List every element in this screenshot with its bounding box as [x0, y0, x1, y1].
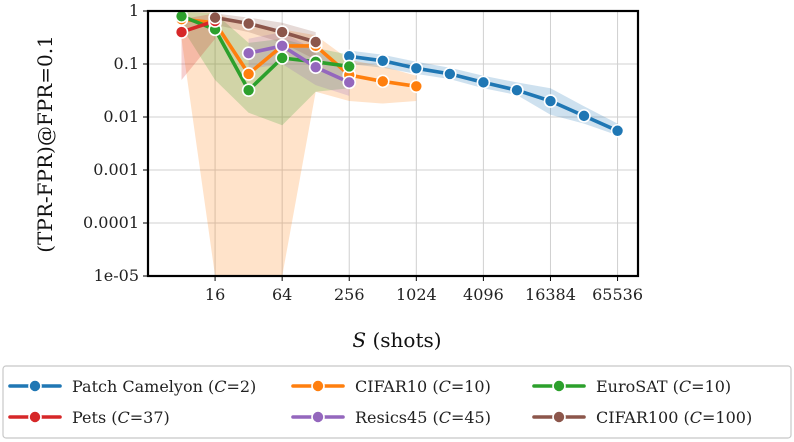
eurosat-point — [275, 51, 289, 65]
patch-camelyon-point — [543, 94, 558, 108]
x-tick-label: 65536 — [592, 285, 643, 304]
eurosat-band — [181, 11, 350, 126]
cifar10-point — [375, 74, 390, 89]
x-axis-ticks: 16 64 256 1024 4096 16384 65536 — [205, 276, 643, 304]
resics45-point — [308, 60, 323, 75]
y-tick-label: 0.1 — [114, 54, 139, 73]
patch-camelyon-point — [443, 67, 457, 81]
patch-camelyon-point — [375, 53, 390, 68]
x-tick-label: 16 — [205, 285, 225, 304]
plot-frame — [146, 9, 640, 278]
legend-label: Patch Camelyon (C=2) — [72, 377, 256, 396]
y-axis-label: (TPR-FPR)@FPR=0.1 — [33, 35, 57, 253]
cifar100-point — [208, 10, 222, 25]
legend-swatch-marker — [311, 379, 325, 393]
resics45-line — [246, 44, 352, 85]
legend-label: Pets (C=37) — [72, 408, 170, 427]
cifar100-point — [241, 16, 256, 31]
x-tick-label: 4096 — [463, 285, 504, 304]
y-tick-label: 0.0001 — [83, 213, 139, 232]
legend-label: CIFAR10 (C=10) — [355, 377, 491, 396]
x-tick-label: 256 — [334, 285, 365, 304]
cifar100-point — [275, 25, 289, 39]
eurosat-point — [241, 83, 256, 98]
x-axis-label-variable: S — [352, 328, 366, 352]
legend-label: CIFAR100 (C=100) — [596, 408, 752, 427]
legend-label: Resics45 (C=45) — [355, 408, 491, 427]
y-tick-label: 1e-05 — [94, 266, 139, 285]
legend-item-cifar100: CIFAR100 (C=100) — [532, 408, 752, 427]
legend-swatch-marker — [28, 379, 42, 393]
y-tick-label: 0.001 — [93, 160, 139, 179]
x-tick-label: 64 — [272, 285, 292, 304]
pets-point — [174, 25, 189, 39]
patch-camelyon-point — [577, 109, 591, 123]
legend: Patch Camelyon (C=2) CIFAR10 (C=10) EuroSA… — [2, 365, 792, 439]
cifar100-point — [308, 35, 323, 49]
legend-item-resics45: Resics45 (C=45) — [291, 408, 491, 427]
legend-item-pets: Pets (C=37) — [8, 408, 170, 427]
patch-camelyon-point — [409, 61, 424, 76]
cifar100-line — [213, 15, 318, 44]
eurosat-point — [342, 59, 357, 74]
x-tick-label: 16384 — [525, 285, 576, 304]
y-axis-ticks: 1e-05 0.0001 0.001 0.01 0.1 1 — [83, 1, 148, 285]
legend-swatch-marker — [552, 410, 566, 424]
legend-box — [2, 365, 792, 439]
y-tick-label: 1 — [129, 1, 139, 20]
resics45-point — [241, 46, 256, 60]
patch-camelyon-point — [510, 83, 524, 98]
cifar10-point — [241, 67, 256, 81]
patch-camelyon-point — [610, 123, 625, 138]
y-tick-label: 0.01 — [103, 107, 139, 126]
legend-item-cifar10: CIFAR10 (C=10) — [291, 377, 491, 396]
cifar10-point — [409, 79, 424, 94]
cifar100-band — [215, 13, 316, 60]
legend-swatch-marker — [552, 379, 566, 393]
patch-camelyon-point — [476, 75, 491, 90]
x-axis-label: S (shots) — [352, 328, 441, 352]
legend-item-patch-camelyon: Patch Camelyon (C=2) — [8, 377, 256, 396]
series-markers — [174, 9, 625, 138]
legend-swatch-marker — [28, 410, 42, 424]
legend-item-eurosat: EuroSAT (C=10) — [532, 377, 731, 396]
x-axis-label-unit: (shots) — [366, 328, 441, 352]
legend-swatch-marker — [311, 410, 325, 424]
resics45-point — [275, 39, 289, 53]
x-tick-label: 1024 — [396, 285, 437, 304]
resics45-point — [342, 75, 357, 90]
legend-label: EuroSAT (C=10) — [596, 377, 731, 396]
